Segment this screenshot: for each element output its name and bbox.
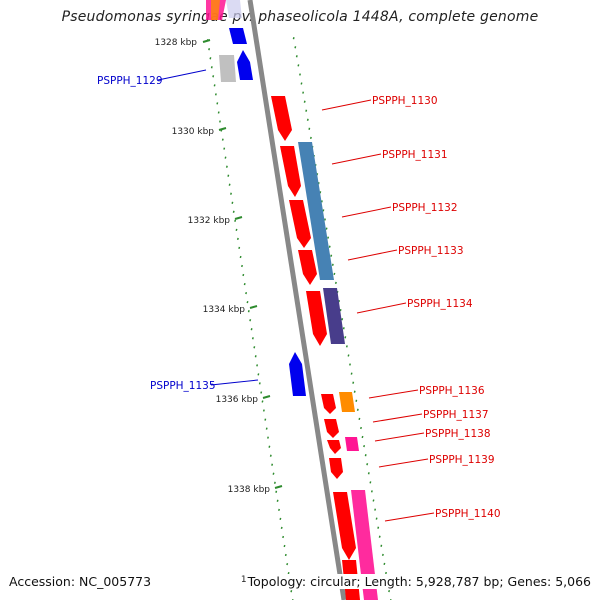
- top-partial-genes: [206, 0, 247, 44]
- gene-label-pspph-1130[interactable]: PSPPH_1130: [372, 95, 438, 107]
- gene-pspph-1134: [306, 291, 327, 346]
- scale-label-1338: 1338 kbp: [228, 485, 271, 495]
- gene-pspph-1131-blue: [298, 142, 334, 280]
- gene-pspph-1130: [271, 96, 292, 141]
- gene-label-pspph-1137[interactable]: PSPPH_1137: [423, 409, 489, 421]
- gene-pspph-1140: [333, 492, 356, 560]
- map-title: Pseudomonas syringae pv. phaseolicola 14…: [61, 9, 539, 25]
- gene-pspph-1138-pink: [345, 437, 359, 451]
- leader-lines: [157, 69, 435, 522]
- topology-text: Topology: circular; Length: 5,928,787 bp…: [245, 574, 591, 589]
- scale-label-1330: 1330 kbp: [172, 127, 215, 137]
- accession-text: Accession: NC_005773: [9, 574, 152, 589]
- gene-pspph-1140-pink: [351, 490, 378, 600]
- gene-label-pspph-1138[interactable]: PSPPH_1138: [425, 428, 491, 440]
- gene-label-pspph-1135[interactable]: PSPPH_1135: [150, 380, 216, 392]
- gene-pspph-1137: [324, 419, 339, 438]
- gene-label-pspph-1134[interactable]: PSPPH_1134: [407, 298, 473, 310]
- gene-label-pspph-1139[interactable]: PSPPH_1139: [429, 454, 495, 466]
- genome-backbone: [247, 0, 347, 600]
- gene-pspph-1139: [329, 458, 343, 479]
- gene-pspph-1129: [237, 50, 253, 80]
- gene-label-pspph-1132[interactable]: PSPPH_1132: [392, 202, 458, 214]
- forward-genes: [219, 50, 306, 396]
- gene-label-pspph-1136[interactable]: PSPPH_1136: [419, 385, 485, 397]
- gene-labels: PSPPH_1129 PSPPH_1130 PSPPH_1131 PSPPH_1…: [97, 75, 501, 520]
- scale-label-1336: 1336 kbp: [216, 395, 259, 405]
- gene-pspph-1136-orange: [339, 392, 355, 412]
- gene-pspph-1131: [280, 146, 301, 197]
- gene-pspph-1133: [298, 250, 317, 285]
- tick-marks-left: [206, 39, 294, 600]
- gene-pspph-1138: [327, 440, 341, 454]
- gene-label-pspph-1133[interactable]: PSPPH_1133: [398, 245, 464, 257]
- scale-label-1334: 1334 kbp: [203, 305, 246, 315]
- reverse-genes: [271, 96, 378, 600]
- scale-label-1332: 1332 kbp: [188, 216, 231, 226]
- scale-labels: 1328 kbp 1330 kbp 1332 kbp 1334 kbp 1336…: [155, 38, 271, 585]
- gene-pspph-1132: [289, 200, 311, 248]
- gene-pspph-1134-slate: [323, 288, 345, 344]
- scale-ticks: [202, 39, 283, 489]
- gene-label-pspph-1129[interactable]: PSPPH_1129: [97, 75, 163, 87]
- scale-label-1328: 1328 kbp: [155, 38, 198, 48]
- gene-pspph-1129-gray: [219, 55, 236, 82]
- gene-pspph-1136: [321, 394, 336, 414]
- gene-label-pspph-1131[interactable]: PSPPH_1131: [382, 149, 448, 161]
- gene-label-pspph-1140[interactable]: PSPPH_1140: [435, 508, 501, 520]
- gene-pspph-1135: [289, 352, 306, 396]
